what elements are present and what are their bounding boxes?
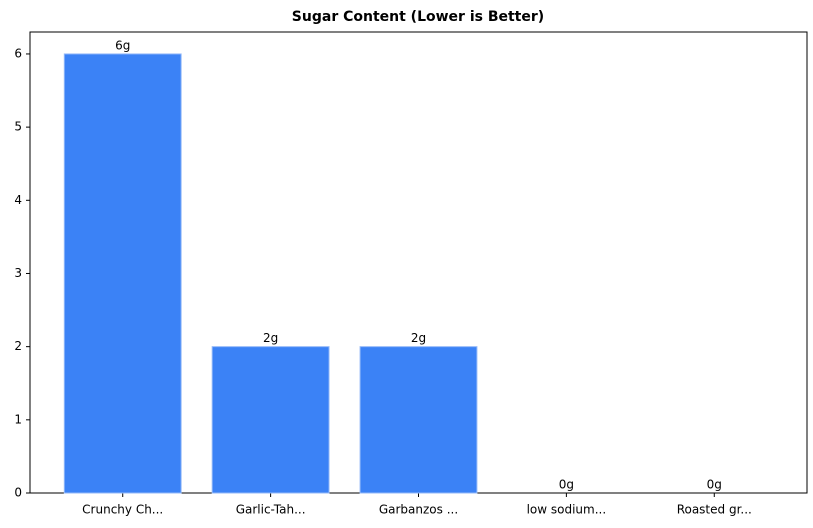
bar <box>211 346 330 494</box>
y-tick-label: 5 <box>14 120 22 134</box>
y-tick-label: 4 <box>14 193 22 207</box>
x-tick-label: Roasted gr... <box>677 503 752 517</box>
value-label: 6g <box>115 38 130 52</box>
y-tick-label: 3 <box>14 266 22 280</box>
x-tick-label: Crunchy Ch... <box>82 503 163 517</box>
x-tick-label: low sodium... <box>527 503 607 517</box>
chart-title: Sugar Content (Lower is Better) <box>292 9 544 25</box>
y-tick-label: 1 <box>14 412 22 426</box>
value-label: 0g <box>559 478 574 492</box>
x-tick-label: Garlic-Tah... <box>236 503 306 517</box>
x-tick-label: Garbanzos ... <box>379 503 458 517</box>
bar <box>359 346 478 494</box>
value-label: 2g <box>263 331 278 345</box>
y-tick-label: 0 <box>14 486 22 500</box>
value-label: 2g <box>411 331 426 345</box>
value-label: 0g <box>707 478 722 492</box>
y-tick-label: 6 <box>14 46 22 60</box>
bar <box>63 53 182 494</box>
y-tick-label: 2 <box>14 339 22 353</box>
